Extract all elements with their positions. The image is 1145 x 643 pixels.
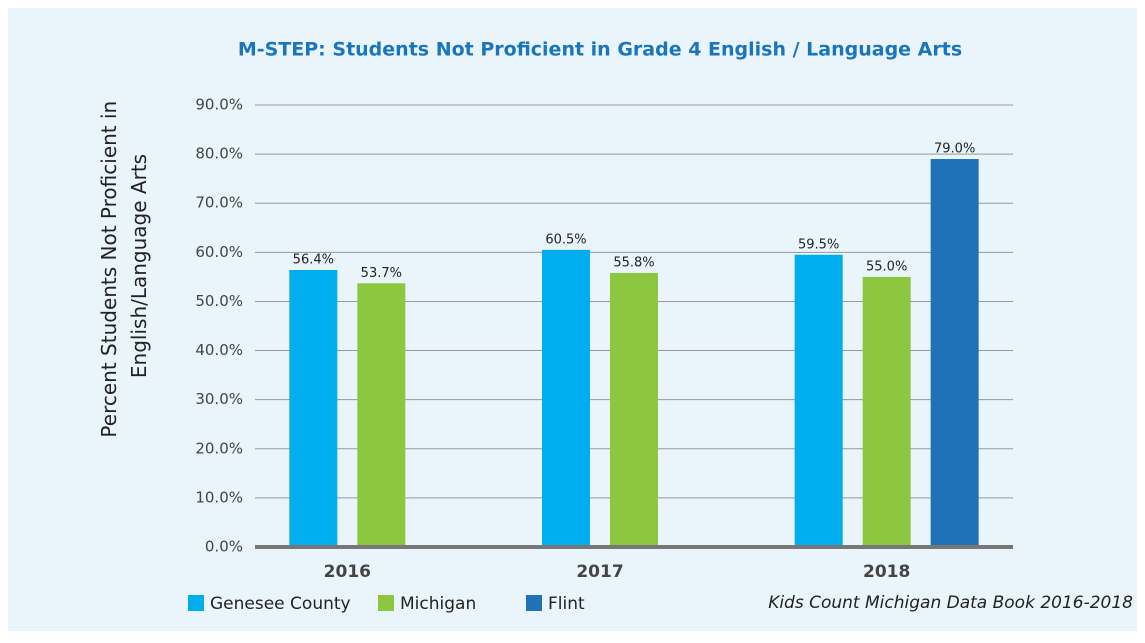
legend-label: Flint (548, 594, 585, 614)
x-tick-label: 2018 (863, 562, 910, 582)
y-tick-label: 40.0% (195, 341, 243, 359)
data-label: 79.0% (934, 142, 975, 157)
source-note: Kids Count Michigan Data Book 2016-2018 (768, 593, 1133, 613)
bar (610, 272, 658, 547)
bar (542, 249, 590, 547)
data-label: 53.7% (361, 266, 402, 281)
legend-label: Genesee County (210, 594, 351, 614)
data-label: 56.4% (293, 253, 334, 268)
y-tick-label: 60.0% (195, 243, 243, 261)
legend-swatch (378, 595, 394, 611)
data-label: 55.0% (866, 259, 907, 274)
y-axis-label-line: Percent Students Not Proficient in (97, 101, 121, 438)
y-axis-label-line: English/Language Arts (127, 154, 151, 378)
y-tick-label: 10.0% (195, 488, 243, 506)
bar (289, 270, 338, 547)
data-label: 59.5% (798, 237, 839, 252)
y-tick-label: 50.0% (195, 292, 243, 310)
x-tick-label: 2017 (576, 562, 623, 582)
bar (357, 283, 406, 547)
data-label: 55.8% (613, 255, 654, 270)
legend-swatch (188, 595, 204, 611)
legend-swatch (526, 595, 542, 611)
y-tick-label: 30.0% (195, 390, 243, 408)
chart-title: M-STEP: Students Not Proficient in Grade… (238, 39, 962, 61)
y-tick-label: 0.0% (205, 538, 243, 556)
y-axis-label: Percent Students Not Proficient in Engli… (97, 94, 151, 437)
y-tick-label: 20.0% (195, 439, 243, 457)
x-tick-label: 2016 (324, 562, 371, 582)
y-tick-label: 80.0% (195, 145, 243, 163)
legend-label: Michigan (400, 594, 476, 614)
bar (930, 159, 979, 547)
y-tick-label: 90.0% (195, 96, 243, 114)
bar (794, 254, 843, 548)
data-label: 60.5% (545, 232, 586, 247)
y-tick-label: 70.0% (195, 194, 243, 212)
bar (862, 276, 911, 547)
